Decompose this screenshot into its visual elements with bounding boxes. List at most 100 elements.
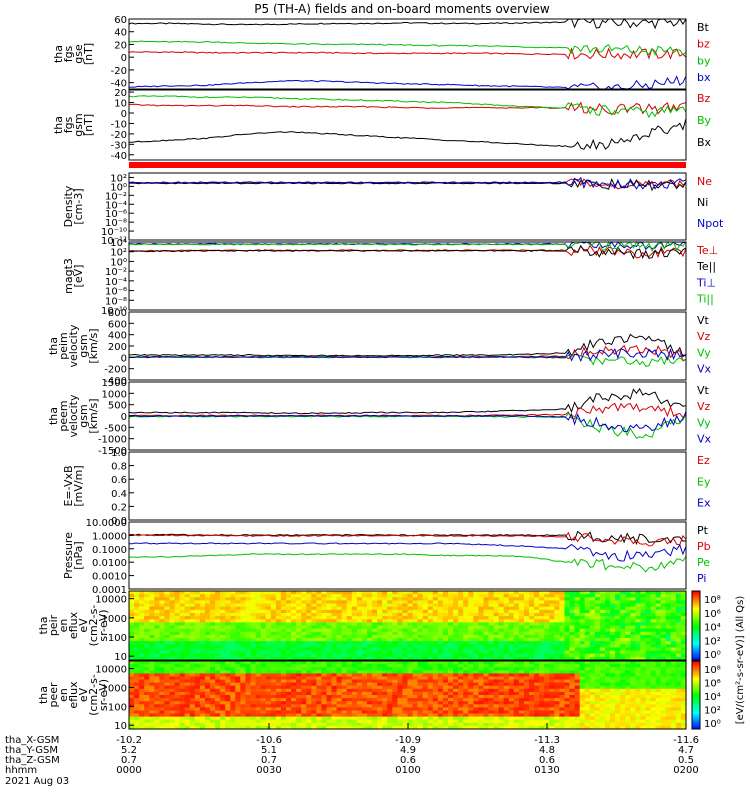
heatmap-cell xyxy=(134,682,140,687)
heatmap-cell xyxy=(194,707,201,712)
heatmap-cell xyxy=(488,670,495,674)
heatmap-cell xyxy=(139,600,145,605)
heatmap-cell xyxy=(660,656,667,661)
heatmap-cell xyxy=(569,685,576,690)
heatmap-cell xyxy=(159,650,166,655)
heatmap-cell xyxy=(493,613,500,617)
heatmap-cell xyxy=(265,673,272,678)
heatmap-cell xyxy=(372,634,378,639)
heatmap-cell xyxy=(534,647,540,652)
heatmap-cell xyxy=(610,653,616,658)
heatmap-cell xyxy=(483,667,490,671)
heatmap-cell xyxy=(367,673,373,678)
heatmap-cell xyxy=(544,647,550,652)
heatmap-cell xyxy=(392,670,398,674)
heatmap-cell xyxy=(665,597,672,601)
heatmap-cell xyxy=(397,613,404,617)
heatmap-cell xyxy=(149,725,155,730)
heatmap-cell xyxy=(625,691,631,696)
heatmap-cell xyxy=(377,650,383,655)
heatmap-cell xyxy=(554,670,560,674)
heatmap-cell xyxy=(584,682,591,687)
heatmap-cell xyxy=(291,650,297,655)
heatmap-cell xyxy=(442,698,449,702)
heatmap-cell xyxy=(139,616,145,620)
heatmap-cell xyxy=(448,676,454,681)
heatmap-cell xyxy=(311,682,317,687)
heatmap-cell xyxy=(675,619,682,623)
heatmap-cell xyxy=(270,622,277,627)
heatmap-cell xyxy=(230,670,236,674)
heatmap-cell xyxy=(508,691,515,696)
heatmap-cell xyxy=(579,710,586,715)
heatmap-cell xyxy=(265,667,272,671)
heatmap-cell xyxy=(625,661,631,665)
heatmap-cell xyxy=(341,650,348,655)
heatmap-cell xyxy=(513,691,520,696)
heatmap-cell xyxy=(539,670,545,674)
heatmap-cell xyxy=(397,695,404,699)
heatmap-cell xyxy=(407,661,414,665)
heatmap-cell xyxy=(503,664,510,668)
heatmap-cell xyxy=(483,631,490,636)
heatmap-cell xyxy=(382,704,388,708)
heatmap-cell xyxy=(407,682,414,687)
heatmap-cell xyxy=(144,616,150,620)
heatmap-cell xyxy=(442,631,449,636)
heatmap-cell xyxy=(179,613,186,617)
y-axis-label: [nT] xyxy=(82,114,95,136)
heatmap-cell xyxy=(463,647,469,652)
heatmap-cell xyxy=(270,722,277,727)
heatmap-cell xyxy=(569,656,576,661)
heatmap-cell xyxy=(235,667,241,671)
y-tick-label: -10 xyxy=(111,119,127,130)
heatmap-cell xyxy=(336,719,343,724)
heatmap-cell xyxy=(225,625,231,630)
heatmap-cell xyxy=(417,619,424,623)
heatmap-cell xyxy=(311,625,317,630)
heatmap-cell xyxy=(524,647,530,652)
heatmap-cell xyxy=(554,673,560,678)
heatmap-cell xyxy=(417,606,424,611)
heatmap-cell xyxy=(442,679,449,684)
heatmap-cell xyxy=(488,685,495,690)
heatmap-cell xyxy=(539,691,545,696)
heatmap-cell xyxy=(549,695,555,699)
heatmap-cell xyxy=(544,619,550,623)
heatmap-cell xyxy=(306,591,312,595)
heatmap-cell xyxy=(215,631,221,636)
heatmap-cell xyxy=(139,647,145,652)
heatmap-cell xyxy=(680,625,687,630)
heatmap-cell xyxy=(215,647,221,652)
heatmap-cell xyxy=(448,698,454,702)
heatmap-cell xyxy=(524,661,530,665)
heatmap-cell xyxy=(453,647,459,652)
heatmap-cell xyxy=(437,688,444,693)
heatmap-cell xyxy=(493,641,500,645)
heatmap-cell xyxy=(605,619,611,623)
heatmap-cell xyxy=(144,691,150,696)
heatmap-cell xyxy=(549,670,555,674)
heatmap-cell xyxy=(488,713,495,718)
heatmap-cell xyxy=(356,673,363,678)
heatmap-cell xyxy=(422,641,429,645)
heatmap-cell xyxy=(205,631,211,636)
heatmap-cell xyxy=(134,641,140,645)
heatmap-cell xyxy=(458,634,464,639)
heatmap-cell xyxy=(589,619,596,623)
heatmap-cell xyxy=(316,664,323,668)
heatmap-cell xyxy=(326,628,333,633)
heatmap-cell xyxy=(660,725,667,730)
heatmap-cell xyxy=(620,619,626,623)
heatmap-cell xyxy=(513,685,520,690)
heatmap-cell xyxy=(513,676,520,681)
heatmap-cell xyxy=(665,634,672,639)
heatmap-cell xyxy=(427,673,434,678)
heatmap-cell xyxy=(554,688,560,693)
heatmap-cell xyxy=(194,625,201,630)
heatmap-cell xyxy=(488,698,495,702)
heatmap-cell xyxy=(549,628,555,633)
heatmap-cell xyxy=(427,704,434,708)
heatmap-cell xyxy=(265,656,272,661)
heatmap-cell xyxy=(518,710,525,715)
